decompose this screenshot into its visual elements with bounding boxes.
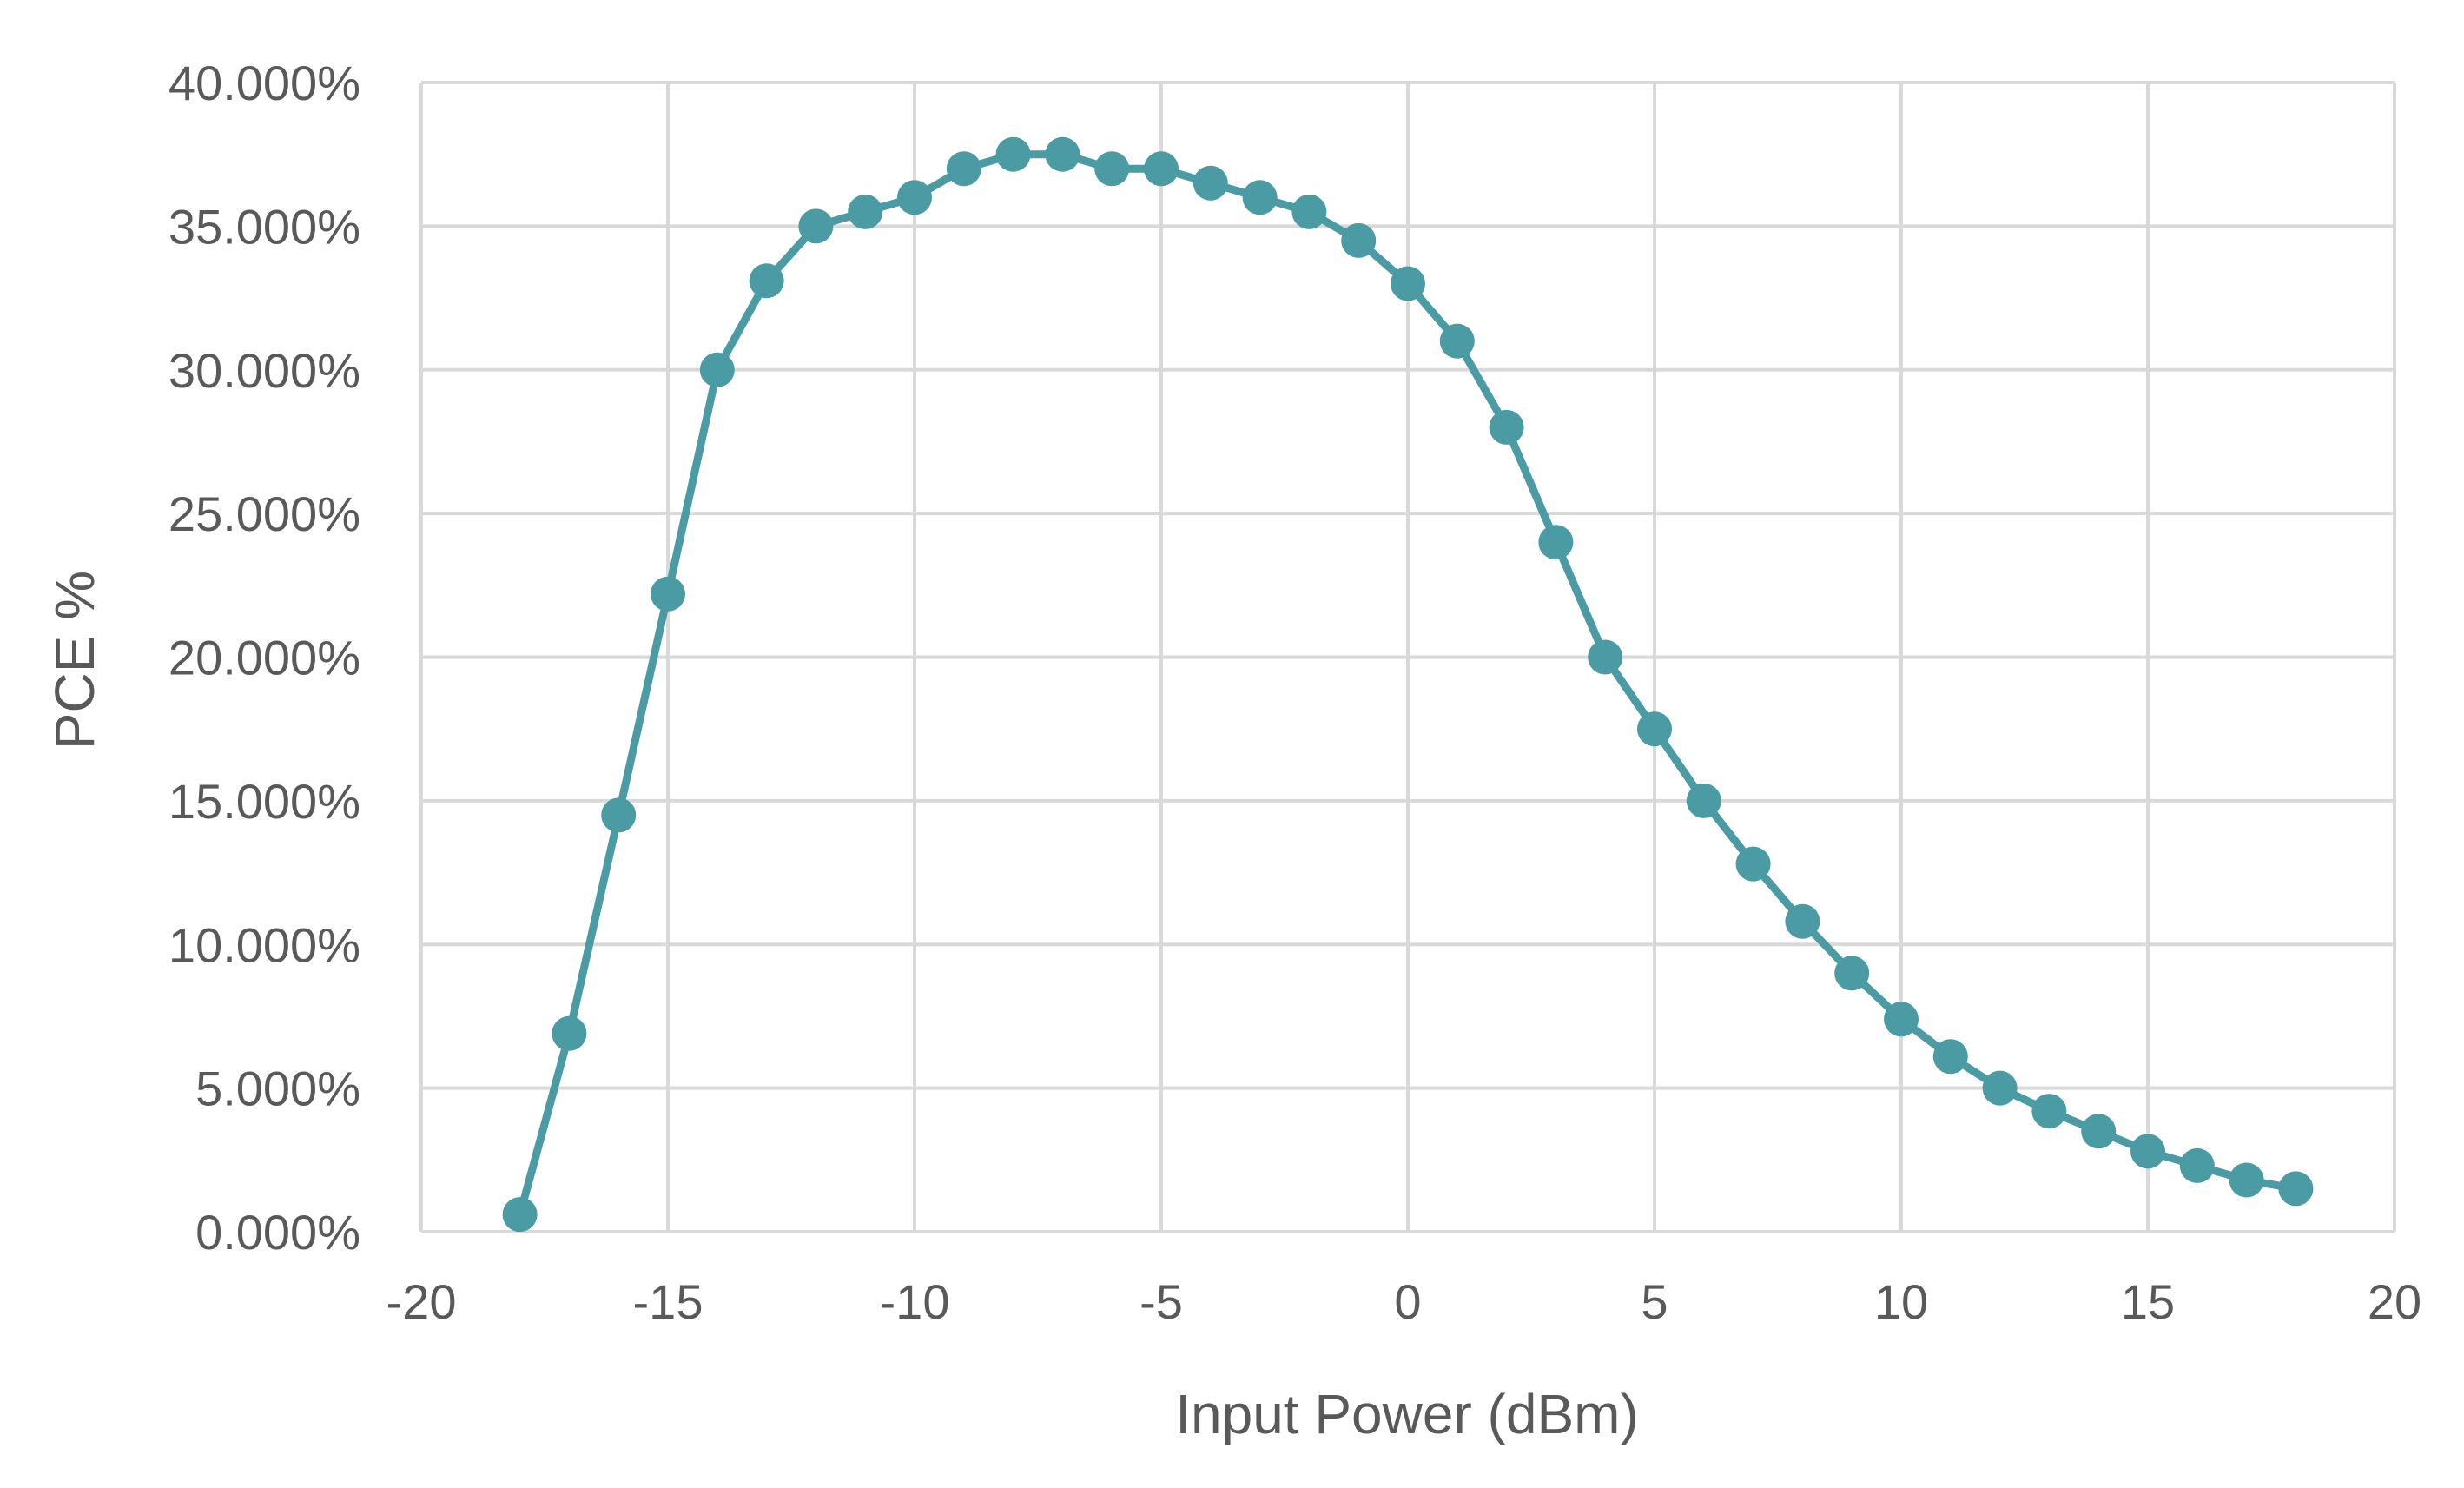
data-point: [1834, 956, 1870, 991]
x-tick-label: 15: [2121, 1274, 2175, 1329]
data-point: [699, 352, 735, 387]
data-point: [2229, 1162, 2264, 1198]
data-point: [1391, 266, 1425, 301]
data-point: [1785, 903, 1820, 939]
x-tick-label: 20: [2368, 1274, 2421, 1329]
x-tick-label: 0: [1394, 1274, 1421, 1329]
x-tick-label: -10: [880, 1274, 950, 1329]
data-point: [2031, 1094, 2067, 1129]
x-tick-label: 5: [1641, 1274, 1668, 1329]
y-tick-label: 15.000%: [168, 774, 360, 829]
data-point: [1291, 194, 1327, 229]
data-point: [552, 1015, 587, 1051]
data-point: [1637, 711, 1672, 747]
data-point: [798, 208, 834, 244]
x-axis-title: Input Power (dBm): [1175, 1383, 1639, 1445]
data-point: [1588, 639, 1623, 675]
data-point: [2130, 1134, 2165, 1169]
data-point: [1439, 323, 1475, 359]
x-tick-label: -20: [386, 1274, 457, 1329]
data-point: [1884, 1002, 1919, 1037]
data-point: [502, 1197, 538, 1233]
pce-series: [502, 136, 2314, 1233]
data-point: [946, 151, 981, 187]
y-tick-label: 20.000%: [168, 631, 360, 685]
data-point: [1686, 783, 1721, 818]
data-point: [1341, 222, 1377, 258]
y-tick-label: 10.000%: [168, 917, 360, 972]
data-point: [1045, 136, 1080, 172]
y-tick-labels: 0.000% 5.000% 10.000% 15.000% 20.000% 25.000%…: [168, 56, 360, 1260]
grid-lines: [419, 81, 2396, 1233]
data-point: [601, 797, 637, 833]
data-point: [1242, 180, 1278, 215]
data-point: [1489, 409, 1524, 445]
data-point: [749, 263, 784, 299]
x-tick-label: 10: [1874, 1274, 1928, 1329]
x-tick-label: -5: [1140, 1274, 1183, 1329]
y-tick-label: 35.000%: [168, 199, 360, 254]
y-tick-label: 5.000%: [195, 1061, 360, 1116]
data-point: [1538, 525, 1574, 560]
data-point: [1094, 151, 1130, 187]
y-tick-label: 30.000%: [168, 343, 360, 398]
data-point: [1192, 165, 1228, 201]
data-point: [897, 180, 932, 215]
data-point: [2179, 1147, 2215, 1183]
data-point: [1144, 151, 1179, 187]
data-point: [1982, 1070, 2018, 1106]
y-tick-label: 25.000%: [168, 486, 360, 541]
data-point: [848, 194, 883, 229]
y-axis-title: PCE %: [43, 571, 106, 750]
data-point: [1735, 846, 1771, 882]
data-point: [2278, 1171, 2314, 1207]
data-point: [995, 136, 1031, 172]
y-tick-label: 40.000%: [168, 56, 360, 110]
x-tick-label: -15: [633, 1274, 704, 1329]
data-point: [1932, 1039, 1968, 1075]
data-point: [651, 576, 685, 612]
x-tick-labels: -20 -15 -10 -5 0 5 10 15 20: [386, 1274, 2422, 1329]
y-tick-label: 0.000%: [195, 1205, 360, 1260]
data-point: [2081, 1114, 2117, 1149]
